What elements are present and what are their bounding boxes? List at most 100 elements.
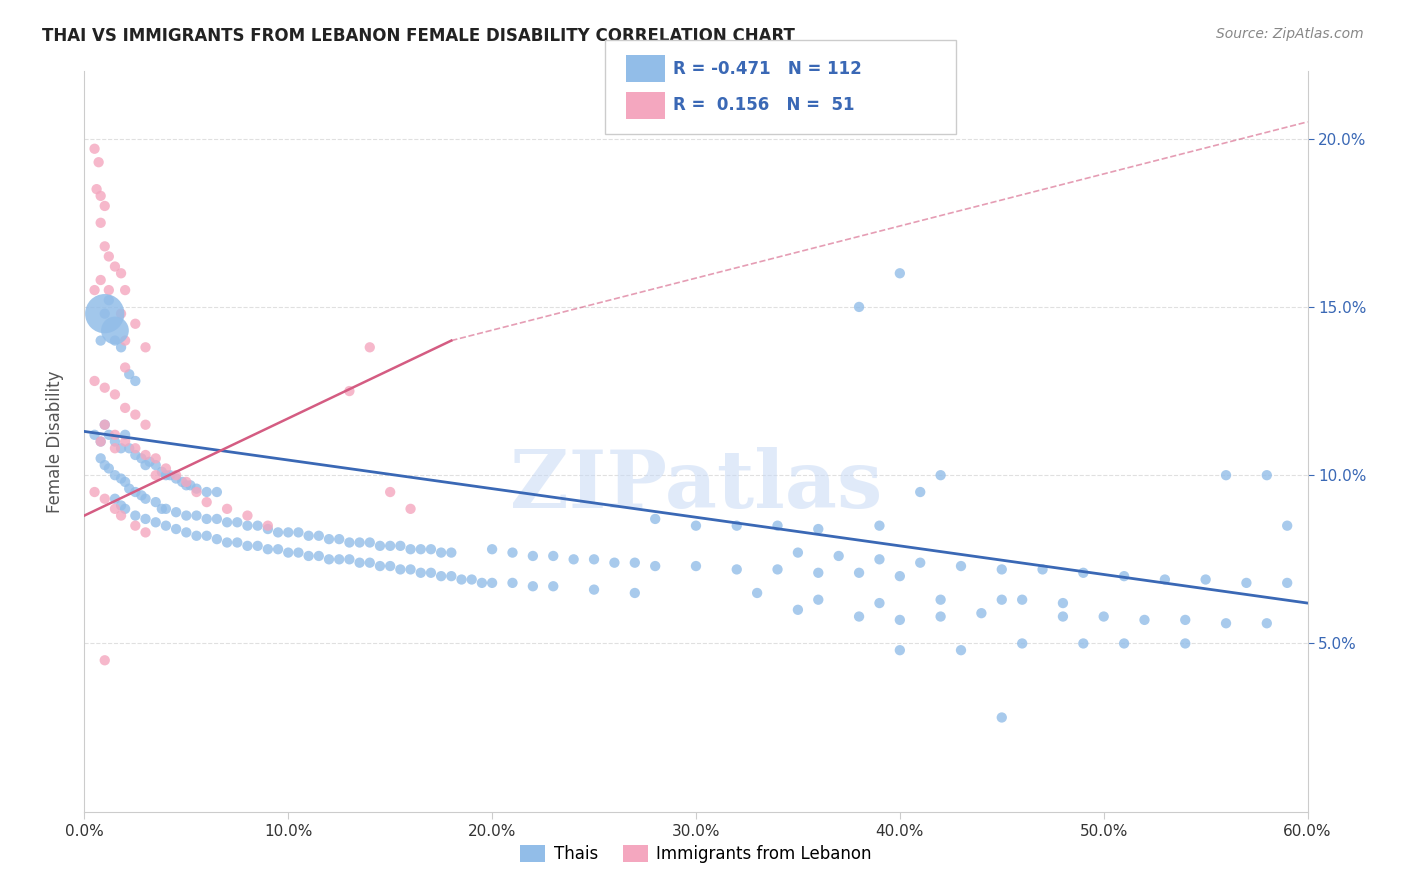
Point [522,579,544,593]
Point [807,566,830,580]
Point [114,283,136,297]
Point [1073,636,1095,650]
Point [93,417,115,432]
Text: Source: ZipAtlas.com: Source: ZipAtlas.com [1216,27,1364,41]
Point [298,529,321,543]
Point [1277,575,1299,590]
Point [461,573,484,587]
Point [644,512,666,526]
Point [195,529,218,543]
Point [298,549,321,563]
Point [114,434,136,449]
Point [349,535,371,549]
Point [409,542,432,557]
Point [399,542,422,557]
Point [87,155,110,169]
Point [929,468,952,483]
Point [174,478,197,492]
Text: ZIPatlas: ZIPatlas [510,447,882,525]
Point [1195,573,1218,587]
Point [114,501,136,516]
Point [910,485,932,500]
Point [195,512,218,526]
Point [1174,636,1197,650]
Text: R = -0.471   N = 112: R = -0.471 N = 112 [673,60,862,78]
Point [97,249,120,264]
Point [135,491,157,506]
Point [174,525,197,540]
Point [828,549,851,563]
Point [339,552,361,566]
Point [277,525,299,540]
Point [135,458,157,472]
Point [807,592,830,607]
Point [725,562,748,576]
Point [257,518,280,533]
Point [93,417,115,432]
Point [970,606,993,620]
Point [1174,613,1197,627]
Point [644,559,666,574]
Point [97,283,120,297]
Point [889,613,911,627]
Point [110,266,132,280]
Point [389,562,412,576]
Point [889,643,911,657]
Point [195,495,218,509]
Point [86,182,108,196]
Point [217,516,239,530]
Point [93,239,115,253]
Point [114,334,136,348]
Point [318,552,340,566]
Point [124,508,146,523]
Point [1277,518,1299,533]
Point [172,475,194,489]
Point [155,501,177,516]
Point [502,575,524,590]
Point [1236,575,1258,590]
Point [145,516,167,530]
Point [90,451,112,466]
Point [950,643,973,657]
Point [104,387,127,401]
Point [104,468,127,483]
Point [195,485,218,500]
Point [118,482,141,496]
Point [380,559,402,574]
Point [257,522,280,536]
Point [1114,636,1136,650]
Point [685,518,707,533]
Point [145,468,167,483]
Point [110,340,132,354]
Point [110,442,132,456]
Point [124,408,146,422]
Point [420,542,443,557]
Point [869,596,891,610]
Point [1114,569,1136,583]
Point [145,458,167,472]
Point [159,468,181,483]
Text: R =  0.156   N =  51: R = 0.156 N = 51 [673,96,855,114]
Point [747,586,769,600]
Point [624,586,647,600]
Point [1052,609,1074,624]
Point [471,575,494,590]
Point [90,273,112,287]
Point [135,512,157,526]
Point [848,609,870,624]
Point [368,539,391,553]
Point [725,518,748,533]
Point [502,545,524,560]
Point [114,401,136,415]
Y-axis label: Female Disability: Female Disability [45,370,63,513]
Point [889,266,911,280]
Point [90,216,112,230]
Point [318,532,340,546]
Point [138,455,160,469]
Point [287,525,309,540]
Point [155,468,177,483]
Point [1256,616,1278,631]
Point [104,260,127,274]
Point [104,427,127,442]
Point [135,525,157,540]
